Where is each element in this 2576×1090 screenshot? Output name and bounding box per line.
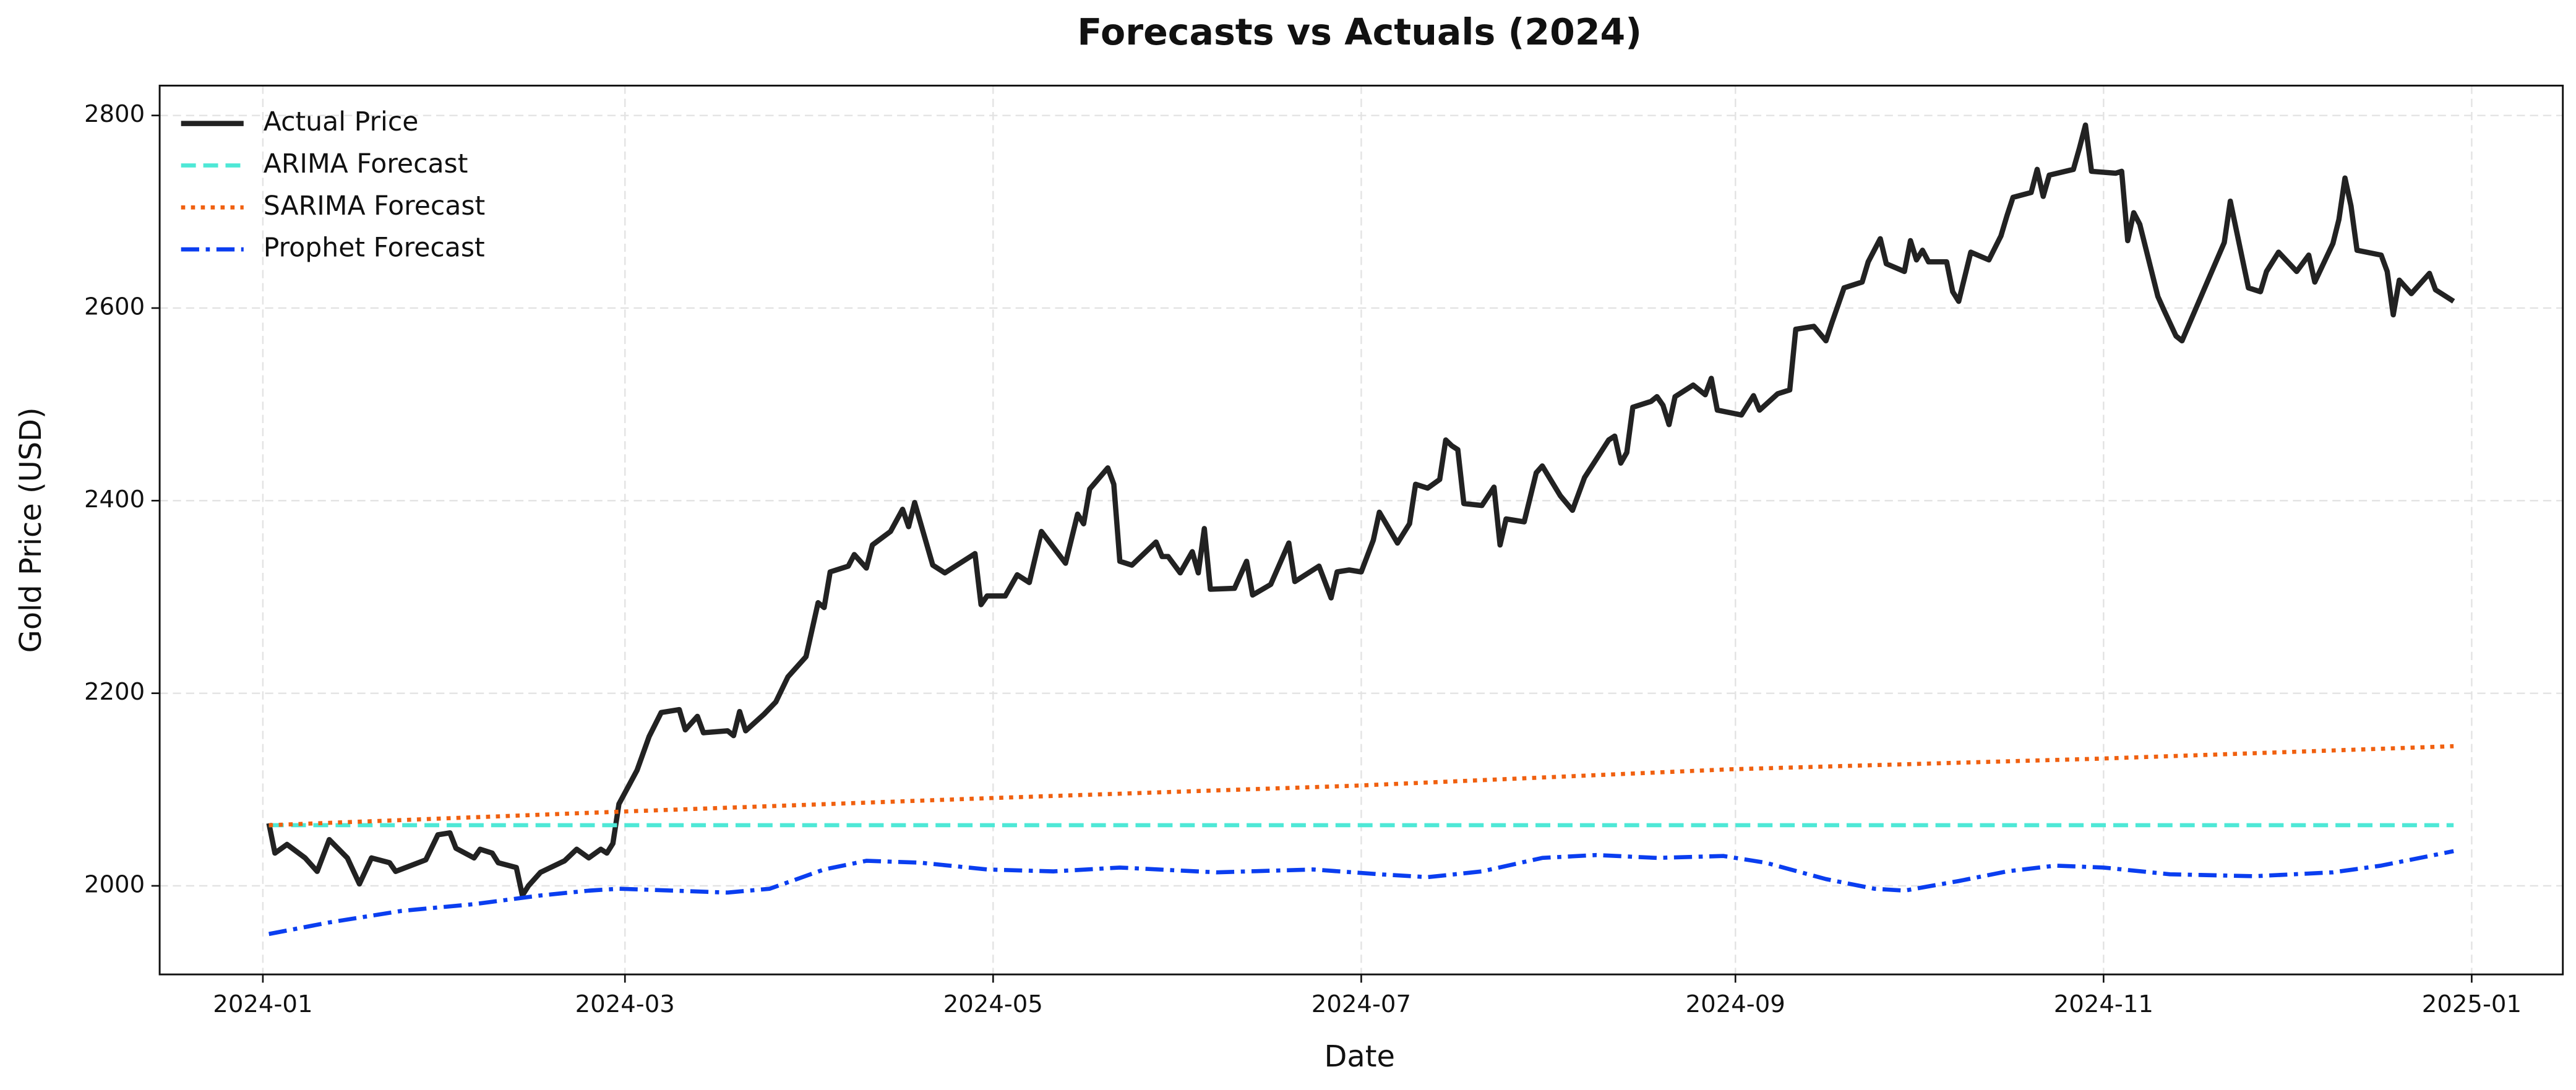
legend: Actual Price ARIMA Forecast SARIMA Forecas…: [181, 106, 486, 264]
y-tick-label: 2600: [84, 293, 145, 320]
x-tick-label: 2024-01: [213, 990, 312, 1018]
chart-title: Forecasts vs Actuals (2024): [1077, 11, 1642, 53]
x-tick-label: 2024-09: [1686, 990, 1785, 1018]
series-line: [268, 744, 2454, 828]
x-tick-label: 2024-11: [2054, 990, 2153, 1018]
x-tick-label: 2024-03: [575, 990, 675, 1018]
x-tick-label: 2025-01: [2422, 990, 2522, 1018]
x-tick-label: 2024-07: [1312, 990, 1411, 1018]
y-tick-label: 2400: [84, 486, 145, 513]
x-axis-label: Date: [1324, 1040, 1395, 1074]
y-tick-label: 2000: [84, 870, 145, 898]
legend-label: Actual Price: [264, 106, 419, 137]
legend-label: SARIMA Forecast: [264, 191, 486, 221]
x-tick-label: 2024-05: [943, 990, 1043, 1018]
legend-label: ARIMA Forecast: [264, 148, 468, 179]
grid: [160, 85, 2563, 975]
y-axis-label: Gold Price (USD): [14, 407, 48, 653]
y-tick-label: 2200: [84, 678, 145, 706]
legend-label: Prophet Forecast: [264, 233, 485, 264]
series-line: [266, 122, 2455, 898]
y-tick-label: 2800: [84, 100, 145, 128]
plot-lines: [266, 122, 2455, 937]
ticks: 2000 2200 2400 2600 2800 2024-01 2024-03 2024-0…: [84, 100, 2522, 1018]
